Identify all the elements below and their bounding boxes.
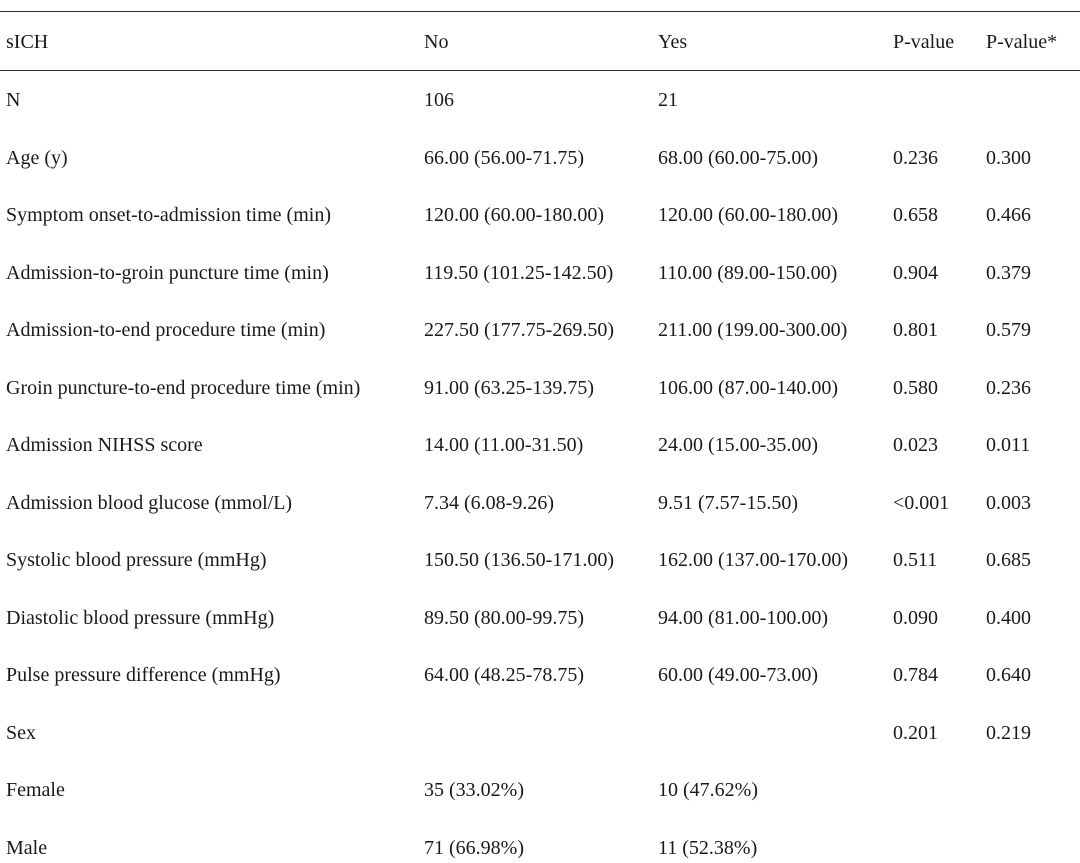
table-cell: 66.00 (56.00-71.75)	[424, 146, 584, 169]
table-cell: 0.400	[986, 606, 1031, 629]
table-row: Admission-to-end procedure time (min) 227…	[0, 315, 1080, 345]
table-cell: 35 (33.02%)	[424, 779, 524, 801]
header-cell: P-value*	[986, 31, 1058, 53]
table-cell: 0.300	[986, 146, 1031, 169]
header-cell: sICH	[6, 31, 49, 53]
table-row: N 106 21	[0, 85, 1080, 115]
table-cell: 0.219	[986, 721, 1031, 744]
table-cell: 89.50 (80.00-99.75)	[424, 606, 584, 629]
table-cell: 162.00 (137.00-170.00)	[658, 549, 848, 571]
table-cell: Sex	[6, 721, 36, 744]
table-cell: Admission NIHSS score	[6, 434, 203, 456]
table-row: Groin puncture-to-end procedure time (mi…	[0, 373, 1080, 403]
table-cell: 0.023	[893, 434, 938, 456]
table-cell: 150.50 (136.50-171.00)	[424, 549, 614, 571]
table-cell: 106	[424, 89, 454, 111]
table-cell: 21	[658, 89, 678, 111]
table-cell: 11 (52.38%)	[658, 836, 758, 859]
table-row: Male 71 (66.98%) 11 (52.38%)	[0, 833, 1080, 863]
table-cell: 91.00 (63.25-139.75)	[424, 376, 594, 399]
table-row: Sex 0.201 0.219	[0, 718, 1080, 748]
table-cell: 0.580	[893, 376, 938, 399]
table-cell: 24.00 (15.00-35.00)	[658, 434, 818, 456]
table-cell: 227.50 (177.75-269.50)	[424, 319, 614, 341]
table-cell: <0.001	[893, 491, 950, 514]
table-header-row: sICH No Yes P-value P-value*	[0, 27, 1080, 57]
table-cell: 0.784	[893, 664, 938, 686]
table-row: Symptom onset-to-admission time (min) 120…	[0, 200, 1080, 230]
table-cell: 71 (66.98%)	[424, 836, 524, 859]
table-cell: 0.466	[986, 204, 1031, 226]
table-cell: Admission-to-end procedure time (min)	[6, 319, 326, 341]
table-row: Admission blood glucose (mmol/L) 7.34 (6.…	[0, 488, 1080, 518]
table-cell: Admission-to-groin puncture time (min)	[6, 261, 329, 284]
table-cell: 64.00 (48.25-78.75)	[424, 664, 584, 686]
table-cell: 0.658	[893, 204, 938, 226]
table-cell: Systolic blood pressure (mmHg)	[6, 549, 267, 571]
header-cell: P-value	[893, 31, 955, 53]
table-cell: 7.34 (6.08-9.26)	[424, 491, 554, 514]
table-cell: 0.579	[986, 319, 1031, 341]
table-cell: Pulse pressure difference (mmHg)	[6, 664, 281, 686]
table-row: Systolic blood pressure (mmHg) 150.50 (13…	[0, 545, 1080, 575]
table-cell: 0.685	[986, 549, 1031, 571]
table-cell: Age (y)	[6, 146, 68, 169]
table-cell: 110.00 (89.00-150.00)	[658, 261, 838, 284]
table-cell: 119.50 (101.25-142.50)	[424, 261, 614, 284]
table-cell: 0.011	[986, 434, 1031, 456]
table-cell: 120.00 (60.00-180.00)	[658, 204, 838, 226]
table-cell: 0.511	[893, 549, 938, 571]
table-cell: Male	[6, 836, 48, 859]
table-row: Diastolic blood pressure (mmHg) 89.50 (80…	[0, 603, 1080, 633]
table-cell: 0.904	[893, 261, 938, 284]
table-cell: Groin puncture-to-end procedure time (mi…	[6, 376, 361, 399]
table-cell: 0.236	[893, 146, 938, 169]
table-cell: Diastolic blood pressure (mmHg)	[6, 606, 275, 629]
table-cell: Female	[6, 779, 65, 801]
header-cell: Yes	[658, 31, 688, 53]
table-cell: 14.00 (11.00-31.50)	[424, 434, 584, 456]
table-cell: Admission blood glucose (mmol/L)	[6, 491, 293, 514]
table-row: Pulse pressure difference (mmHg) 64.00 (4…	[0, 660, 1080, 690]
table-cell: 0.201	[893, 721, 938, 744]
table-row: Admission-to-groin puncture time (min) 11…	[0, 258, 1080, 288]
table-cell: 106.00 (87.00-140.00)	[658, 376, 838, 399]
table-cell: 94.00 (81.00-100.00)	[658, 606, 828, 629]
table-cell: 0.801	[893, 319, 938, 341]
table-cell: Symptom onset-to-admission time (min)	[6, 204, 331, 226]
table-top-rule	[0, 11, 1080, 12]
table-row: Age (y) 66.00 (56.00-71.75) 68.00 (60.00-7…	[0, 143, 1080, 173]
table-cell: 0.640	[986, 664, 1031, 686]
table-cell: 120.00 (60.00-180.00)	[424, 204, 604, 226]
header-cell: No	[424, 31, 449, 53]
table-header-rule	[0, 70, 1080, 71]
table-cell: 0.090	[893, 606, 938, 629]
table-cell: 211.00 (199.00-300.00)	[658, 319, 848, 341]
table-cell: N	[6, 89, 21, 111]
table-cell: 68.00 (60.00-75.00)	[658, 146, 818, 169]
table-cell: 60.00 (49.00-73.00)	[658, 664, 818, 686]
table-row: Admission NIHSS score 14.00 (11.00-31.50)…	[0, 430, 1080, 460]
table-cell: 10 (47.62%)	[658, 779, 758, 801]
table-cell: 0.379	[986, 261, 1031, 284]
table-cell: 0.003	[986, 491, 1031, 514]
table-cell: 9.51 (7.57-15.50)	[658, 491, 798, 514]
table-row: Female 35 (33.02%) 10 (47.62%)	[0, 775, 1080, 805]
table-cell: 0.236	[986, 376, 1031, 399]
